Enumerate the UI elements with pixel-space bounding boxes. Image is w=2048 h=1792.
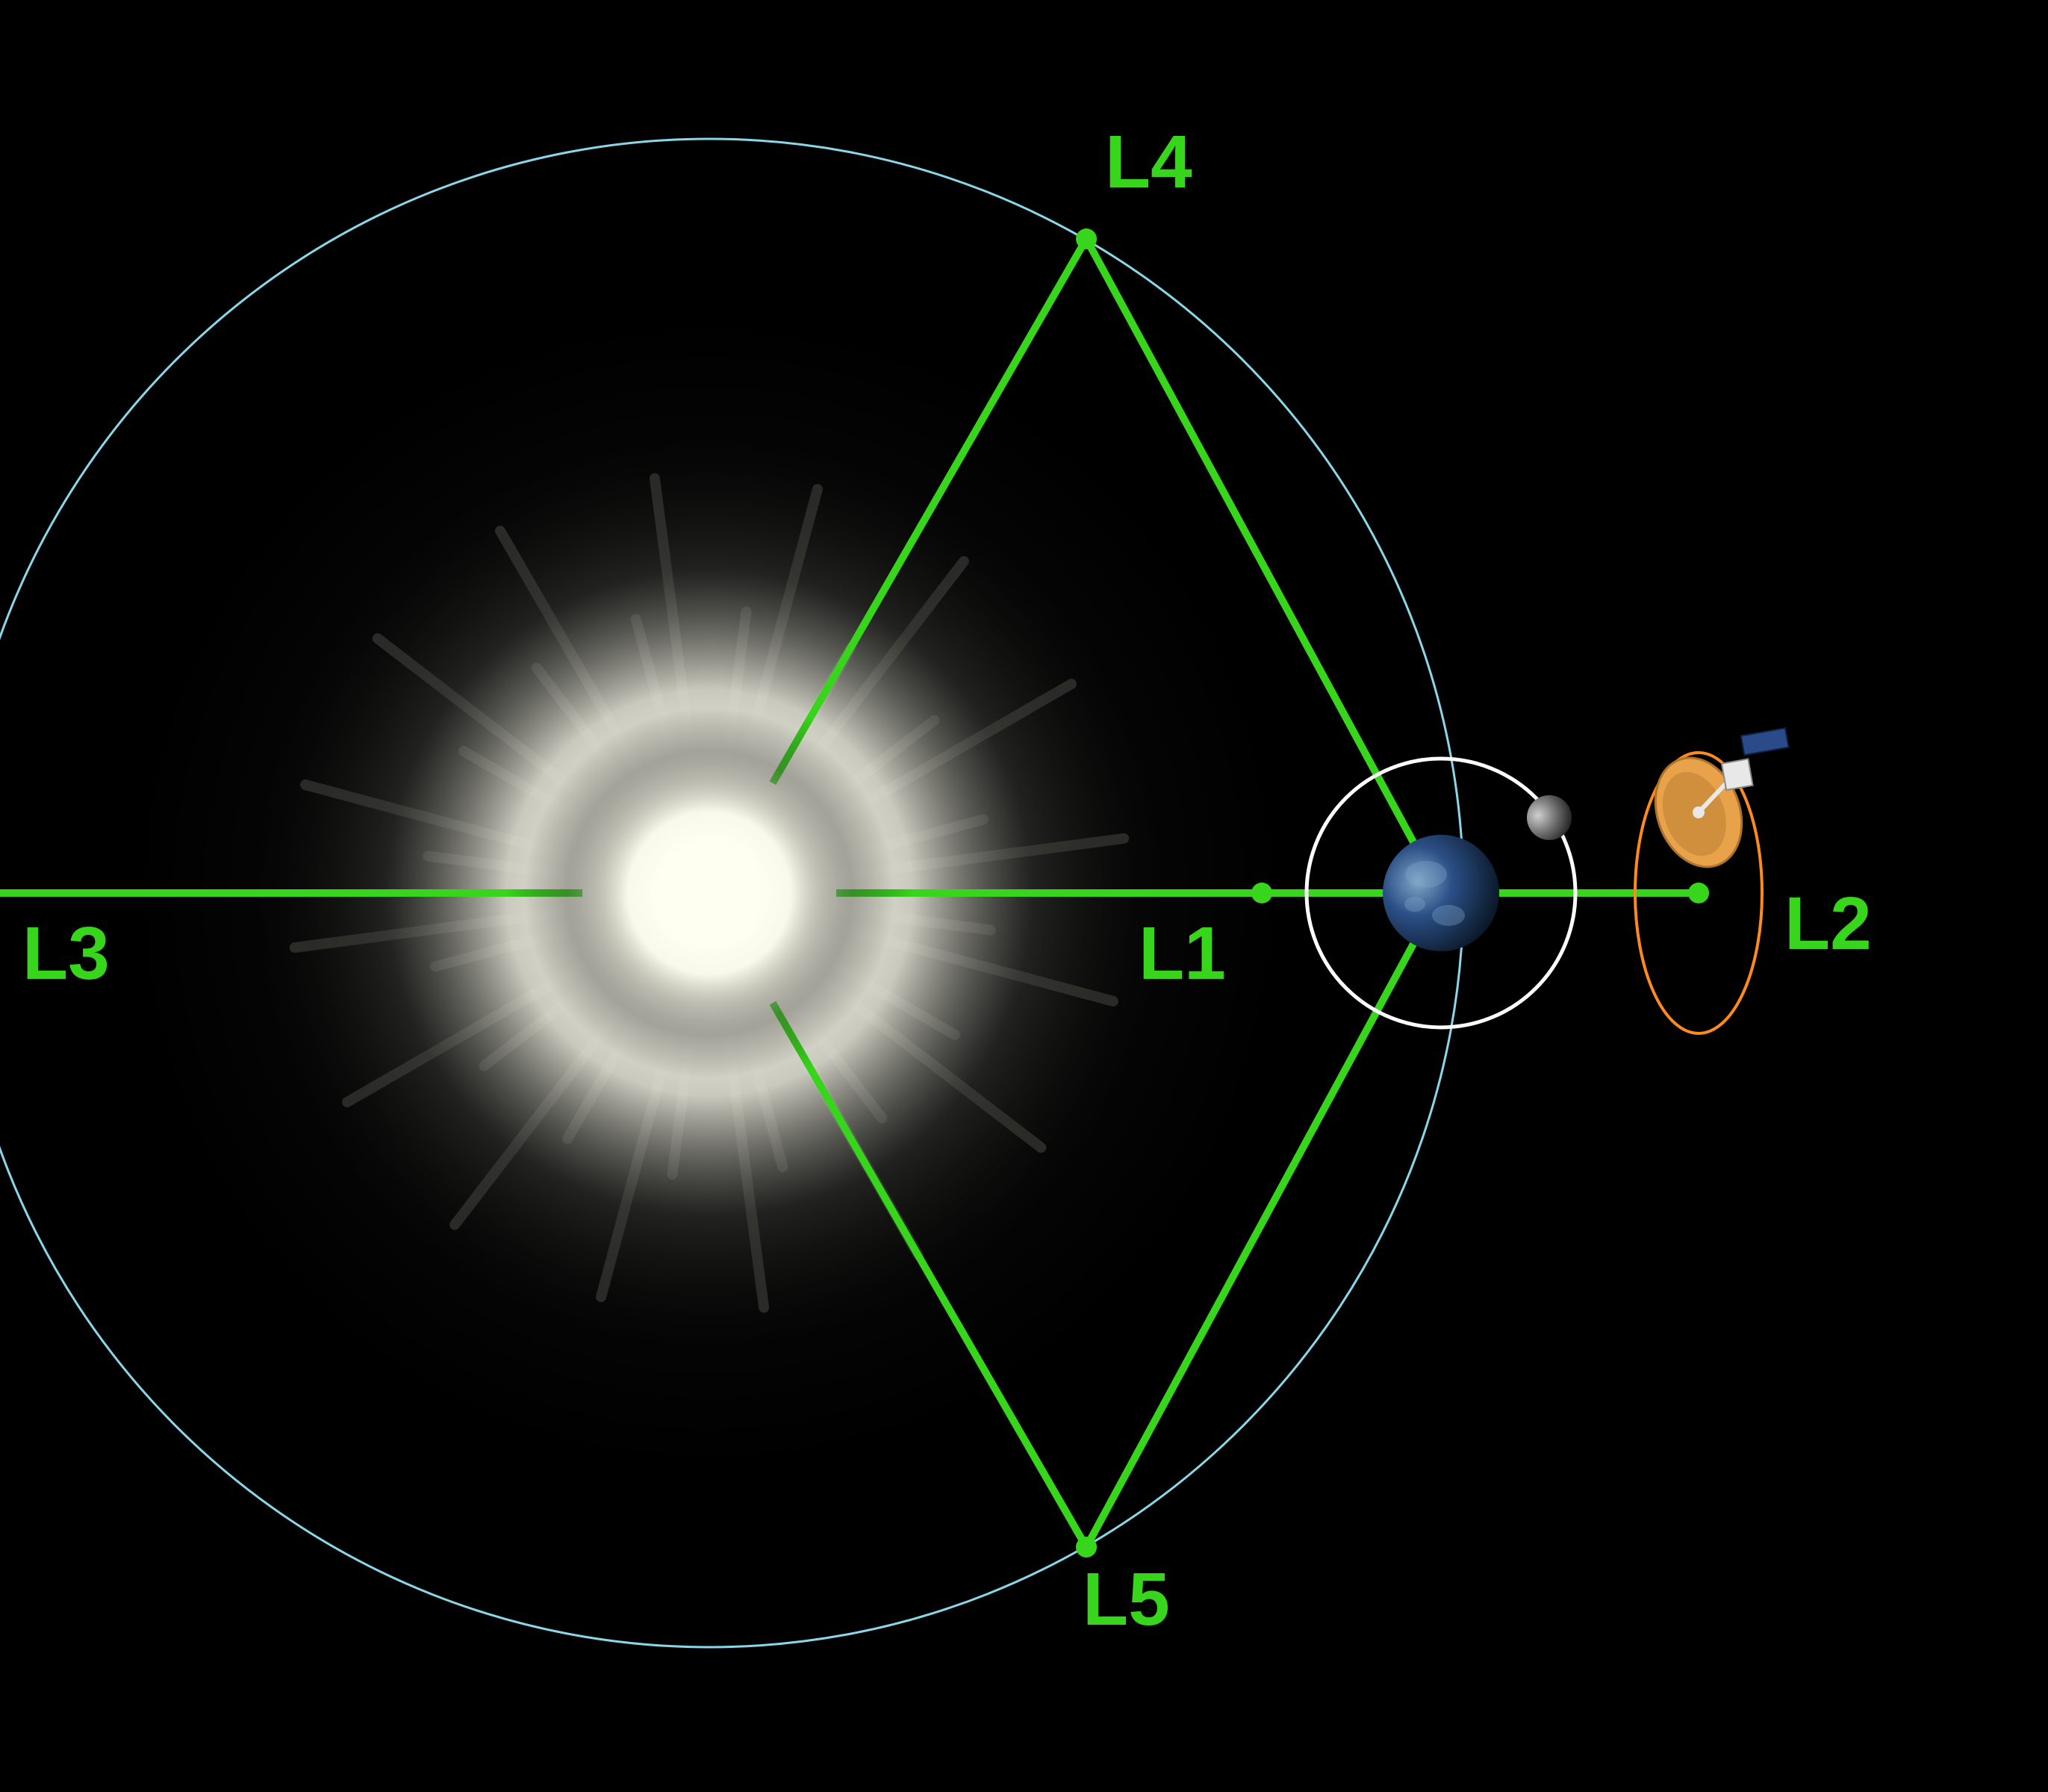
- diagram-svg: [0, 0, 2048, 1792]
- label-l1: L1: [1139, 911, 1226, 997]
- label-l5: L5: [1083, 1557, 1170, 1643]
- label-l4: L4: [1105, 119, 1192, 205]
- label-l3: L3: [22, 911, 110, 997]
- lagrange-diagram: L1 L2 L3 L4 L5: [0, 0, 2048, 1792]
- label-l2: L2: [1784, 881, 1872, 967]
